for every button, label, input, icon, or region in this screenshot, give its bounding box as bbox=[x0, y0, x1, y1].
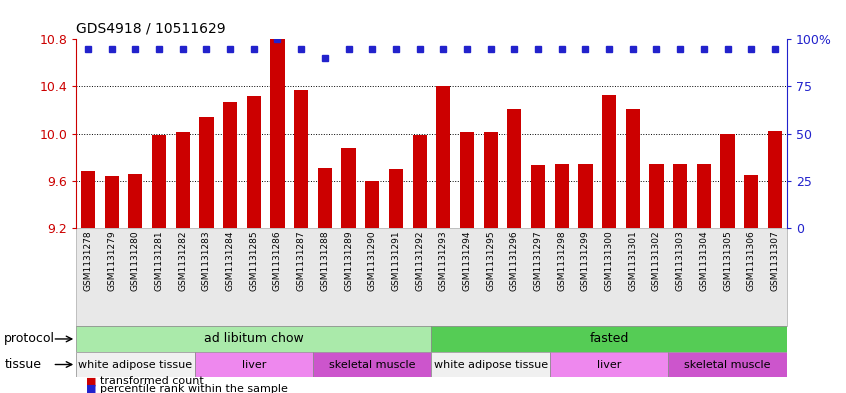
Text: ■: ■ bbox=[86, 376, 96, 386]
Bar bbox=[550, 352, 668, 377]
Text: ■: ■ bbox=[86, 384, 96, 393]
Bar bbox=[105, 176, 118, 228]
Text: white adipose tissue: white adipose tissue bbox=[434, 360, 547, 369]
Bar bbox=[81, 171, 95, 228]
Bar bbox=[431, 326, 787, 352]
Bar bbox=[200, 117, 213, 228]
Text: transformed count: transformed count bbox=[100, 376, 204, 386]
Bar bbox=[365, 181, 379, 228]
Bar bbox=[650, 164, 663, 228]
Text: liver: liver bbox=[242, 360, 266, 369]
Bar bbox=[555, 164, 569, 228]
Bar bbox=[152, 135, 166, 228]
Bar bbox=[531, 165, 545, 228]
Text: tissue: tissue bbox=[4, 358, 41, 371]
Text: skeletal muscle: skeletal muscle bbox=[329, 360, 415, 369]
Bar bbox=[460, 132, 474, 228]
Bar bbox=[223, 102, 237, 228]
Bar bbox=[484, 132, 497, 228]
Bar bbox=[271, 39, 284, 228]
Bar bbox=[579, 164, 592, 228]
Text: protocol: protocol bbox=[4, 332, 55, 345]
Bar bbox=[76, 326, 431, 352]
Bar bbox=[437, 86, 450, 228]
Bar bbox=[76, 352, 195, 377]
Text: skeletal muscle: skeletal muscle bbox=[684, 360, 771, 369]
Text: white adipose tissue: white adipose tissue bbox=[79, 360, 192, 369]
Bar bbox=[413, 135, 426, 228]
Bar bbox=[318, 168, 332, 228]
Bar bbox=[744, 175, 758, 228]
Bar bbox=[721, 134, 734, 228]
Text: fasted: fasted bbox=[590, 332, 629, 345]
Text: percentile rank within the sample: percentile rank within the sample bbox=[100, 384, 288, 393]
Text: GDS4918 / 10511629: GDS4918 / 10511629 bbox=[76, 21, 226, 35]
Bar bbox=[508, 109, 521, 228]
Text: ad libitum chow: ad libitum chow bbox=[204, 332, 304, 345]
Bar bbox=[129, 174, 142, 228]
Bar bbox=[389, 169, 403, 228]
Bar bbox=[673, 164, 687, 228]
Bar bbox=[195, 352, 313, 377]
Bar bbox=[176, 132, 190, 228]
Bar bbox=[431, 352, 550, 377]
Bar bbox=[294, 90, 308, 228]
Bar bbox=[247, 96, 261, 228]
Bar bbox=[768, 131, 782, 228]
Bar bbox=[313, 352, 431, 377]
Text: liver: liver bbox=[597, 360, 621, 369]
Bar bbox=[626, 109, 640, 228]
Bar bbox=[602, 95, 616, 228]
Bar bbox=[668, 352, 787, 377]
Bar bbox=[342, 148, 355, 228]
Bar bbox=[697, 164, 711, 228]
